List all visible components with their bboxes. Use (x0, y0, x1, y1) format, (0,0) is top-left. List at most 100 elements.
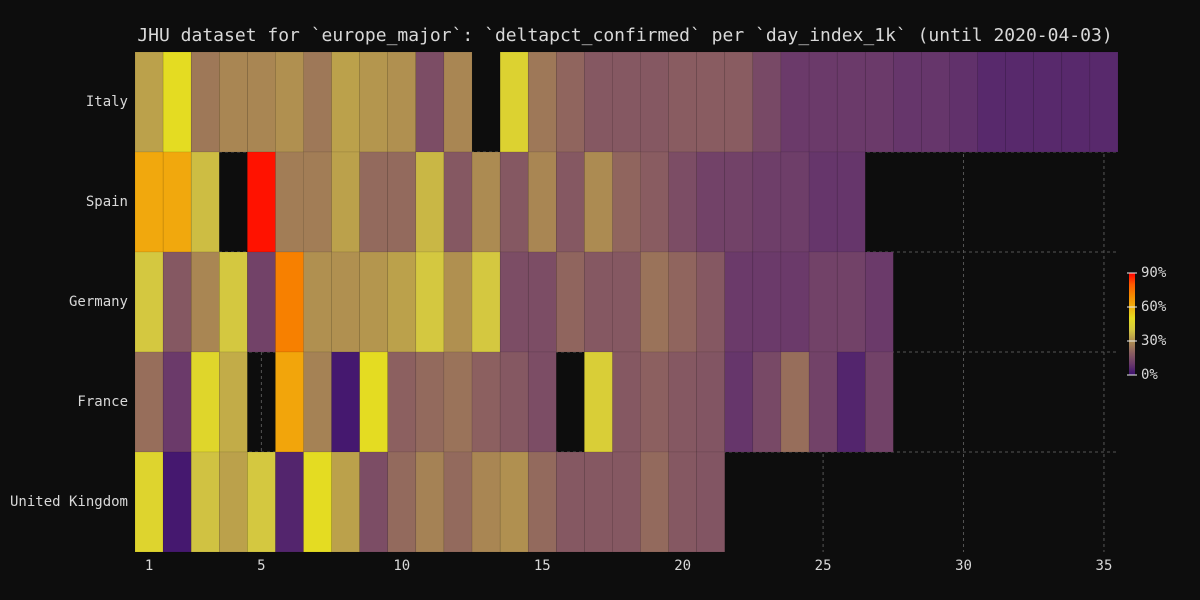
colorbar-label: 0% (1141, 367, 1158, 383)
heatmap-cell (275, 251, 304, 353)
heatmap-cell (162, 251, 192, 353)
heatmap-cell (134, 251, 164, 353)
colorbar-label: 60% (1141, 299, 1167, 315)
heatmap-cell (808, 151, 838, 253)
heatmap-cell (471, 251, 501, 353)
heatmap-cell (752, 251, 782, 353)
heatmap-cell (247, 451, 276, 553)
y-tick-label: Italy (86, 94, 128, 110)
heatmap-cell (724, 151, 754, 253)
colorbar-label: 90% (1141, 265, 1167, 281)
heatmap-cell (331, 151, 360, 253)
heatmap-cell (331, 51, 360, 153)
heatmap-cell (387, 51, 417, 153)
x-tick-label: 5 (257, 558, 265, 574)
heatmap-cell (275, 351, 304, 453)
heatmap-cell (219, 451, 248, 553)
heatmap-cell (219, 51, 248, 153)
x-tick-label: 35 (1096, 558, 1113, 574)
heatmap-cell (303, 351, 332, 453)
heatmap-cell (499, 51, 529, 153)
heatmap-cell (443, 251, 473, 353)
heatmap-cell (331, 251, 360, 353)
heatmap-cell (247, 151, 276, 253)
heatmap-cell (219, 351, 248, 453)
heatmap-cell (808, 51, 838, 153)
heatmap-cell (893, 51, 922, 153)
heatmap-cell (387, 251, 417, 353)
heatmap-cell (584, 151, 613, 253)
heatmap-cell (190, 451, 220, 553)
heatmap-cell (977, 51, 1006, 153)
heatmap-cell (247, 251, 276, 353)
heatmap-cell (584, 451, 613, 553)
heatmap-cell (190, 151, 220, 253)
heatmap-cell (752, 351, 782, 453)
heatmap-cell (443, 151, 473, 253)
heatmap-cell (640, 351, 669, 453)
heatmap-cell (780, 251, 810, 353)
x-tick-label: 15 (534, 558, 551, 574)
heatmap-cell (219, 251, 248, 353)
heatmap-cell (1005, 51, 1034, 153)
heatmap-cell (134, 451, 164, 553)
y-tick-label: United Kingdom (10, 494, 128, 510)
heatmap-cell (331, 351, 360, 453)
heatmap-cell (359, 151, 389, 253)
heatmap-cell (612, 151, 641, 253)
heatmap-cell (162, 351, 192, 453)
heatmap-cell (668, 251, 697, 353)
heatmap-cell (162, 451, 192, 553)
x-tick-label: 20 (674, 558, 691, 574)
heatmap-cell (134, 51, 164, 153)
y-tick-label: Germany (69, 294, 128, 310)
heatmap-cell (359, 451, 389, 553)
heatmap-cell (836, 151, 866, 253)
heatmap-cell (415, 351, 445, 453)
heatmap-cell (331, 451, 360, 553)
heatmap-cell (134, 151, 164, 253)
heatmap-cell (584, 351, 613, 453)
heatmap-cell (921, 51, 950, 153)
heatmap-cell (275, 451, 304, 553)
heatmap-cell (443, 451, 473, 553)
heatmap-cell (724, 251, 754, 353)
heatmap-cell (415, 451, 445, 553)
heatmap-cell (780, 351, 810, 453)
heatmap-cell (640, 251, 669, 353)
heatmap-cell (387, 151, 417, 253)
heatmap-cell (527, 251, 557, 353)
heatmap-cell (752, 151, 782, 253)
heatmap-cell (415, 151, 445, 253)
heatmap-cell (190, 251, 220, 353)
heatmap-cell (612, 51, 641, 153)
heatmap-cell (668, 151, 697, 253)
heatmap-cell (527, 351, 557, 453)
heatmap-cell (275, 51, 304, 153)
heatmap-cell (387, 451, 417, 553)
heatmap-cell (612, 451, 641, 553)
heatmap-cell (359, 51, 389, 153)
heatmap-cell (724, 351, 754, 453)
heatmap-cell (1033, 51, 1063, 153)
heatmap-cell (527, 51, 557, 153)
heatmap-cell (415, 251, 445, 353)
heatmap-cell (247, 51, 276, 153)
heatmap-cell (556, 151, 585, 253)
heatmap-cell (808, 351, 838, 453)
heatmap-cell (471, 451, 501, 553)
heatmap-cell (612, 251, 641, 353)
heatmap-cell (836, 351, 866, 453)
x-tick-label: 25 (815, 558, 832, 574)
heatmap-cell (864, 251, 894, 353)
heatmap-cell (668, 451, 697, 553)
heatmap-cell (359, 351, 389, 453)
heatmap-cell (696, 151, 726, 253)
heatmap-cell (471, 351, 501, 453)
heatmap-cell (471, 151, 501, 253)
y-tick-label: France (77, 394, 128, 410)
heatmap-cell (443, 351, 473, 453)
heatmap-cell (696, 51, 726, 153)
heatmap-cell (808, 251, 838, 353)
